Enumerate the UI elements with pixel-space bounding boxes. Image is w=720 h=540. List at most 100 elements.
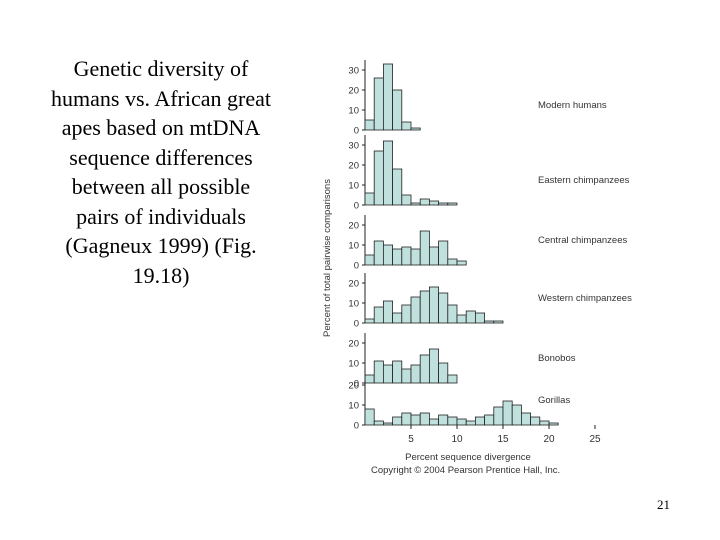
x-tick-label: 5 (408, 434, 414, 445)
panel-label: Central chimpanzees (538, 235, 627, 246)
y-tick-label: 10 (348, 181, 359, 192)
histogram-bar (373, 77, 384, 131)
histogram-bar (465, 420, 476, 426)
histogram-bar (364, 408, 375, 426)
panel-label: Eastern chimpanzees (538, 175, 630, 186)
histogram-bar (447, 416, 458, 426)
histogram-bar (383, 140, 394, 206)
panel-6: 0 10 20 Gorillas (348, 375, 570, 432)
figure-caption: Genetic diversity of humans vs. African … (51, 56, 271, 288)
histogram-bar (539, 420, 550, 426)
histogram-bar (373, 306, 384, 324)
y-tick-label: 30 (348, 141, 359, 152)
panel-2: 0 10 20 30 Eastern chimpanzees (348, 135, 630, 212)
histogram-bar (429, 348, 440, 384)
histogram-bar (392, 312, 403, 324)
histogram-bar (520, 412, 531, 426)
y-tick-label: 0 (354, 379, 359, 390)
y-tick-label: 10 (348, 359, 359, 370)
histogram-bar (474, 416, 485, 426)
page-number: 21 (657, 497, 670, 512)
y-tick-label: 10 (348, 401, 359, 412)
histogram-bar (419, 230, 430, 266)
y-tick-label: 20 (348, 339, 359, 350)
y-tick-label: 0 (354, 261, 359, 272)
y-tick-label: 0 (354, 201, 359, 212)
histogram-bar (392, 168, 403, 206)
y-tick-label: 20 (348, 381, 359, 392)
histogram-bar (438, 362, 449, 384)
histogram-bar (484, 320, 495, 324)
y-tick-label: 20 (348, 161, 359, 172)
histogram-bar (410, 248, 421, 266)
y-tick-label: 0 (354, 319, 359, 330)
histogram-bar (392, 416, 403, 426)
y-tick-label: 0 (354, 126, 359, 137)
x-tick-label: 10 (451, 434, 463, 445)
histogram-bar (364, 119, 375, 131)
y-tick-label: 30 (348, 66, 359, 77)
histogram-bar (401, 368, 412, 384)
histogram-bar (429, 246, 440, 266)
x-axis-label: Percent sequence divergence (405, 452, 531, 463)
histogram-bar (438, 240, 449, 266)
panel-1: 0 10 20 30 Modern humans (348, 60, 607, 137)
histogram-bar (530, 416, 541, 426)
histogram-bar (456, 418, 467, 426)
histogram-bar (429, 286, 440, 324)
histogram-bar (465, 310, 476, 324)
histogram-bar (373, 150, 384, 206)
histogram-bar (373, 360, 384, 384)
panel-label: Modern humans (538, 100, 607, 111)
histogram-bar (401, 194, 412, 206)
histogram-bar (392, 248, 403, 266)
histogram-bar (373, 420, 384, 426)
y-tick-label: 20 (348, 279, 359, 290)
histogram-bar (401, 121, 412, 131)
histogram-bar (419, 290, 430, 324)
histogram-bar (383, 63, 394, 131)
histogram-bar (438, 414, 449, 426)
x-tick-label: 15 (497, 434, 509, 445)
panel-4: 0 10 20 Western chimpanzees (348, 273, 632, 330)
histogram-bar (511, 404, 522, 426)
copyright-credit: Copyright © 2004 Pearson Prentice Hall, … (371, 465, 560, 476)
histogram-bar (383, 300, 394, 324)
histogram-bar (392, 360, 403, 384)
histogram-chart: Percent of total pairwise comparisons 0 1… (322, 60, 632, 476)
histogram-bar (456, 314, 467, 324)
histogram-bar (548, 422, 559, 426)
histogram-figure: Percent of total pairwise comparisons 0 1… (310, 55, 670, 480)
histogram-bar (401, 412, 412, 426)
y-tick-label: 10 (348, 241, 359, 252)
panel-label: Bonobos (538, 353, 576, 364)
histogram-bar (447, 202, 458, 206)
histogram-bar (447, 374, 458, 384)
histogram-bar (484, 414, 495, 426)
panel-label: Western chimpanzees (538, 293, 632, 304)
histogram-bar (493, 320, 504, 324)
histogram-bar (438, 202, 449, 206)
histogram-bar (401, 304, 412, 324)
histogram-bar (419, 412, 430, 426)
histogram-bar (383, 422, 394, 426)
histogram-bar (383, 244, 394, 266)
y-axis-label: Percent of total pairwise comparisons (322, 179, 333, 337)
histogram-bar (429, 418, 440, 426)
histogram-bar (447, 258, 458, 266)
histogram-bar (474, 312, 485, 324)
histogram-bar (401, 246, 412, 266)
y-tick-label: 20 (348, 221, 359, 232)
histogram-bar (364, 254, 375, 266)
panel-3: 0 10 20 Central chimpanzees (348, 215, 627, 272)
histogram-bar (419, 198, 430, 206)
y-tick-label: 10 (348, 106, 359, 117)
histogram-bar (373, 240, 384, 266)
histogram-bar (392, 89, 403, 131)
histogram-bar (410, 202, 421, 206)
y-tick-label: 10 (348, 299, 359, 310)
histogram-bar (493, 406, 504, 426)
histogram-bar (502, 400, 513, 426)
histogram-bar (447, 304, 458, 324)
